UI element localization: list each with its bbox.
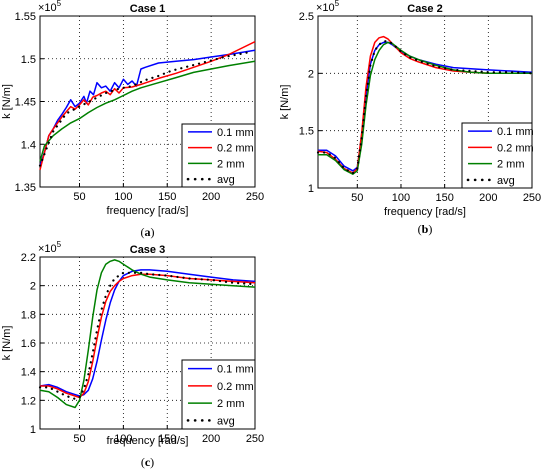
y-multiplier: ×105 bbox=[38, 240, 62, 255]
y-tick-label: 1.5 bbox=[21, 54, 36, 66]
legend-label: 0.1 mm bbox=[497, 126, 534, 138]
x-tick-label: 100 bbox=[392, 192, 410, 204]
legend-label: avg bbox=[497, 175, 515, 187]
y-axis-label: k [N/m] bbox=[1, 326, 13, 361]
legend: 0.1 mm 0.2 mm 2 mm avg bbox=[181, 359, 256, 430]
y-tick-label: 1 bbox=[308, 183, 314, 195]
y-tick-label: 1.8 bbox=[21, 309, 36, 321]
y-tick-label: 1.45 bbox=[15, 97, 36, 109]
chart-title: Case 2 bbox=[407, 3, 442, 15]
chart-panel-1: 50 100 150 200 250 1.35 1.4 1.45 1.5 1.55 Case 1 ×1… bbox=[1, 0, 264, 239]
series-line-0_1-mm bbox=[318, 41, 533, 172]
y-tick-label: 1.35 bbox=[15, 182, 36, 194]
y-multiplier: ×105 bbox=[38, 0, 62, 14]
x-tick-label: 200 bbox=[202, 433, 220, 445]
x-tick-label: 250 bbox=[246, 191, 264, 203]
chart-panel-3: 50 100 150 200 250 1 1.2 1.4 1.6 1.8 2 2.2 Case 3 ×10… bbox=[1, 240, 264, 469]
x-tick-label: 200 bbox=[479, 192, 497, 204]
legend-label: 0.1 mm bbox=[217, 364, 254, 376]
y-tick-label: 1.6 bbox=[21, 338, 36, 350]
legend-label: avg bbox=[217, 174, 235, 186]
legend-label: 2 mm bbox=[217, 398, 245, 410]
legend-label: 2 mm bbox=[497, 159, 525, 171]
series-line-2-mm bbox=[318, 41, 532, 175]
series-line-0_2-mm bbox=[39, 41, 256, 171]
panel-caption: (b) bbox=[418, 222, 433, 236]
legend-label: 0.1 mm bbox=[217, 127, 254, 139]
series-line-2-mm bbox=[39, 60, 256, 162]
x-tick-label: 150 bbox=[158, 433, 176, 445]
y-multiplier: ×105 bbox=[316, 0, 340, 14]
legend-box bbox=[461, 122, 533, 189]
legend-label: 0.2 mm bbox=[497, 142, 534, 154]
legend-box bbox=[181, 359, 256, 430]
y-tick-label: 1.4 bbox=[21, 367, 36, 379]
legend-label: 2 mm bbox=[217, 158, 245, 170]
x-tick-label: 50 bbox=[73, 433, 85, 445]
x-tick-label: 50 bbox=[351, 192, 363, 204]
chart-panel-2: 50 100 150 200 250 1 1.5 2 2.5 Case 2 ×105 frequenc… bbox=[279, 0, 541, 236]
y-tick-label: 2.5 bbox=[299, 11, 314, 23]
chart-title: Case 1 bbox=[130, 3, 165, 15]
y-tick-label: 2.2 bbox=[21, 252, 36, 264]
chart-title: Case 3 bbox=[130, 244, 165, 256]
legend-box bbox=[181, 123, 256, 188]
y-tick-label: 2 bbox=[308, 68, 314, 80]
x-tick-label: 150 bbox=[158, 191, 176, 203]
x-axis-label: frequency [rad/s] bbox=[107, 205, 189, 217]
y-axis-label: k [N/m] bbox=[1, 84, 13, 119]
legend: 0.1 mm 0.2 mm 2 mm avg bbox=[181, 123, 256, 188]
x-tick-label: 250 bbox=[246, 433, 264, 445]
legend: 0.1 mm 0.2 mm 2 mm avg bbox=[461, 122, 534, 189]
series-line-0_1-mm bbox=[39, 49, 256, 166]
series-line-avg bbox=[38, 271, 257, 400]
panel-caption: (a) bbox=[141, 225, 155, 239]
x-axis-label: frequency [rad/s] bbox=[384, 206, 466, 218]
series-line-0_1-mm bbox=[39, 269, 256, 397]
x-axis-label: frequency [rad/s] bbox=[107, 435, 189, 447]
x-tick-label: 100 bbox=[114, 191, 132, 203]
y-tick-label: 1.5 bbox=[299, 126, 314, 138]
x-tick-label: 100 bbox=[114, 433, 132, 445]
x-tick-label: 250 bbox=[523, 192, 541, 204]
y-tick-label: 2 bbox=[30, 281, 36, 293]
x-tick-label: 200 bbox=[202, 191, 220, 203]
series-line-2-mm bbox=[39, 259, 256, 409]
legend-label: 0.2 mm bbox=[217, 381, 254, 393]
y-axis-label: k [N/m] bbox=[279, 85, 291, 120]
y-tick-label: 1.55 bbox=[15, 11, 36, 23]
x-tick-label: 150 bbox=[435, 192, 453, 204]
y-tick-label: 1.2 bbox=[21, 395, 36, 407]
y-tick-label: 1 bbox=[30, 424, 36, 436]
x-tick-label: 50 bbox=[73, 191, 85, 203]
panel-caption: (c) bbox=[141, 455, 154, 469]
y-tick-label: 1.4 bbox=[21, 139, 36, 151]
legend-label: avg bbox=[217, 415, 235, 427]
legend-label: 0.2 mm bbox=[217, 143, 254, 155]
